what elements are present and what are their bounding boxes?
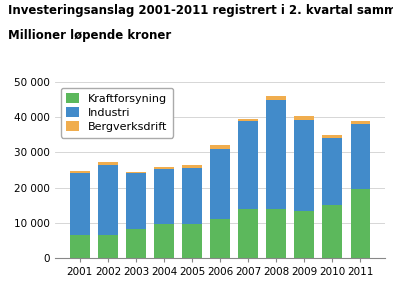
Bar [70,171,90,173]
Bar [98,165,118,235]
Bar [154,224,174,258]
Bar [210,219,230,258]
Bar [182,224,202,258]
Bar [126,172,146,173]
Bar [154,167,174,169]
Bar [238,119,258,121]
Bar [238,121,258,209]
Bar [182,168,202,224]
Bar [322,138,342,205]
Bar [351,189,370,258]
Legend: Kraftforsyning, Industri, Bergverksdrift: Kraftforsyning, Industri, Bergverksdrift [61,88,173,138]
Bar [70,173,90,235]
Bar [294,212,314,258]
Bar [238,209,258,258]
Bar [294,117,314,120]
Bar [351,121,370,124]
Bar [266,96,286,100]
Bar [322,205,342,258]
Bar [126,229,146,258]
Bar [210,145,230,149]
Text: Millioner løpende kroner: Millioner løpende kroner [8,29,171,42]
Bar [182,165,202,168]
Bar [98,162,118,165]
Bar [70,235,90,258]
Bar [266,209,286,258]
Text: Investeringsanslag 2001-2011 registrert i 2. kvartal samme år.: Investeringsanslag 2001-2011 registrert … [8,3,393,18]
Bar [351,124,370,189]
Bar [126,173,146,229]
Bar [210,149,230,219]
Bar [322,135,342,138]
Bar [266,100,286,209]
Bar [98,235,118,258]
Bar [154,169,174,224]
Bar [294,120,314,212]
